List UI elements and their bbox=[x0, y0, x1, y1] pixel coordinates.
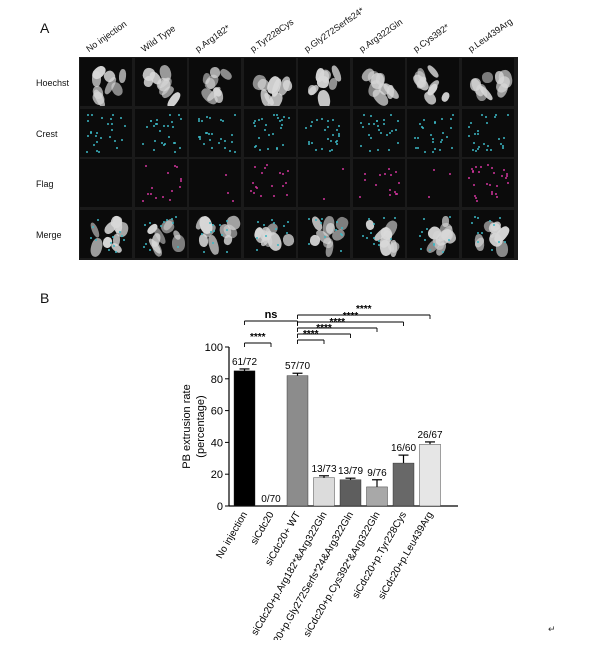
bar bbox=[233, 370, 256, 507]
bar bbox=[392, 462, 415, 507]
y-tick-label: 20 bbox=[211, 469, 223, 481]
micrograph-merge bbox=[298, 209, 350, 258]
micrograph-crest bbox=[189, 108, 241, 157]
y-tick-label: 0 bbox=[217, 501, 223, 513]
micrograph-crest bbox=[134, 108, 187, 157]
y-axis-title-line: PB extrusion rate bbox=[181, 384, 193, 468]
micrograph-merge bbox=[352, 209, 405, 258]
y-tick-label: 60 bbox=[211, 406, 223, 418]
micrograph-hoechst bbox=[80, 58, 132, 106]
bar-count-label: 26/67 bbox=[417, 430, 442, 441]
bar bbox=[339, 479, 362, 507]
micrograph-hoechst bbox=[189, 58, 241, 106]
bar-count-label: 9/76 bbox=[367, 468, 387, 479]
x-tick-label: No injection bbox=[214, 510, 250, 561]
significance-label: **** bbox=[329, 317, 345, 328]
significance-label: ns bbox=[265, 309, 278, 321]
significance-label: **** bbox=[316, 323, 332, 334]
micrograph-merge bbox=[243, 209, 296, 258]
micrograph-merge bbox=[134, 209, 187, 258]
row-header: Merge bbox=[36, 229, 62, 240]
micrograph-flag bbox=[407, 159, 459, 207]
micrograph-crest bbox=[80, 108, 132, 157]
significance-label: **** bbox=[303, 329, 319, 340]
column-header: p.Arg182* bbox=[193, 22, 232, 54]
micrograph-flag bbox=[298, 159, 350, 207]
significance-label: **** bbox=[250, 332, 266, 343]
micrograph-merge bbox=[80, 209, 132, 258]
micrograph-hoechst bbox=[298, 58, 350, 106]
micrograph-flag bbox=[352, 159, 405, 207]
column-header: p.Tyr228Cys bbox=[247, 16, 295, 55]
bar bbox=[286, 375, 309, 507]
micrograph-flag bbox=[461, 159, 514, 207]
bar-count-label: 57/70 bbox=[285, 361, 310, 372]
micrograph-merge bbox=[189, 209, 241, 258]
micrograph-hoechst bbox=[243, 58, 296, 106]
micrograph-hoechst bbox=[461, 58, 514, 106]
significance-label: **** bbox=[356, 304, 372, 315]
significance-label: **** bbox=[343, 311, 359, 322]
micrograph-crest bbox=[243, 108, 296, 157]
micrograph-crest bbox=[461, 108, 514, 157]
micrograph-flag bbox=[80, 159, 132, 207]
y-tick-label: 100 bbox=[205, 342, 223, 354]
y-axis-title: PB extrusion rate (percentage) bbox=[181, 384, 207, 468]
micrograph-crest bbox=[352, 108, 405, 157]
y-axis-title-line: (percentage) bbox=[195, 395, 207, 457]
bar bbox=[419, 444, 441, 507]
column-header: p.Gly272Serfs24* bbox=[302, 5, 366, 54]
column-header: p.Leu439Arg bbox=[465, 16, 514, 54]
column-header: No injection bbox=[84, 18, 129, 54]
micrograph-crest bbox=[407, 108, 459, 157]
bar bbox=[313, 477, 335, 507]
bar-chart: 0 20 40 60 80 100 PB extrusion rate (percentage… bbox=[181, 304, 458, 640]
bar bbox=[366, 486, 388, 507]
micrograph-flag bbox=[134, 159, 187, 207]
micrograph-merge bbox=[461, 209, 514, 258]
micrograph-hoechst bbox=[407, 58, 459, 106]
bar-count-label: 13/73 bbox=[311, 464, 336, 475]
bar-count-label: 16/60 bbox=[391, 443, 416, 454]
column-header: Wild Type bbox=[138, 23, 177, 54]
column-header: p.Cys392* bbox=[411, 21, 452, 54]
row-header: Hoechst bbox=[36, 78, 70, 88]
bar-count-label: 0/70 bbox=[261, 494, 281, 505]
row-header: Crest bbox=[36, 128, 58, 139]
micrograph-flag bbox=[243, 159, 296, 207]
micrograph-hoechst bbox=[134, 58, 187, 106]
column-header: p.Arg322Gln bbox=[356, 16, 404, 54]
y-tick-label: 80 bbox=[211, 374, 223, 386]
y-tick-label: 40 bbox=[211, 437, 223, 449]
panel-a-label: A bbox=[40, 20, 50, 36]
bar-count-label: 61/72 bbox=[232, 357, 257, 368]
micrograph-merge bbox=[407, 209, 459, 258]
micrograph-hoechst bbox=[352, 58, 405, 106]
panel-b-label: B bbox=[40, 290, 50, 306]
micrograph-crest bbox=[298, 108, 350, 157]
micrograph-flag bbox=[189, 159, 241, 207]
bar-count-label: 13/79 bbox=[338, 466, 363, 477]
row-header: Flag bbox=[36, 179, 54, 189]
return-mark: ↵ bbox=[548, 624, 556, 634]
x-tick-label: siCdc20 bbox=[249, 510, 277, 547]
